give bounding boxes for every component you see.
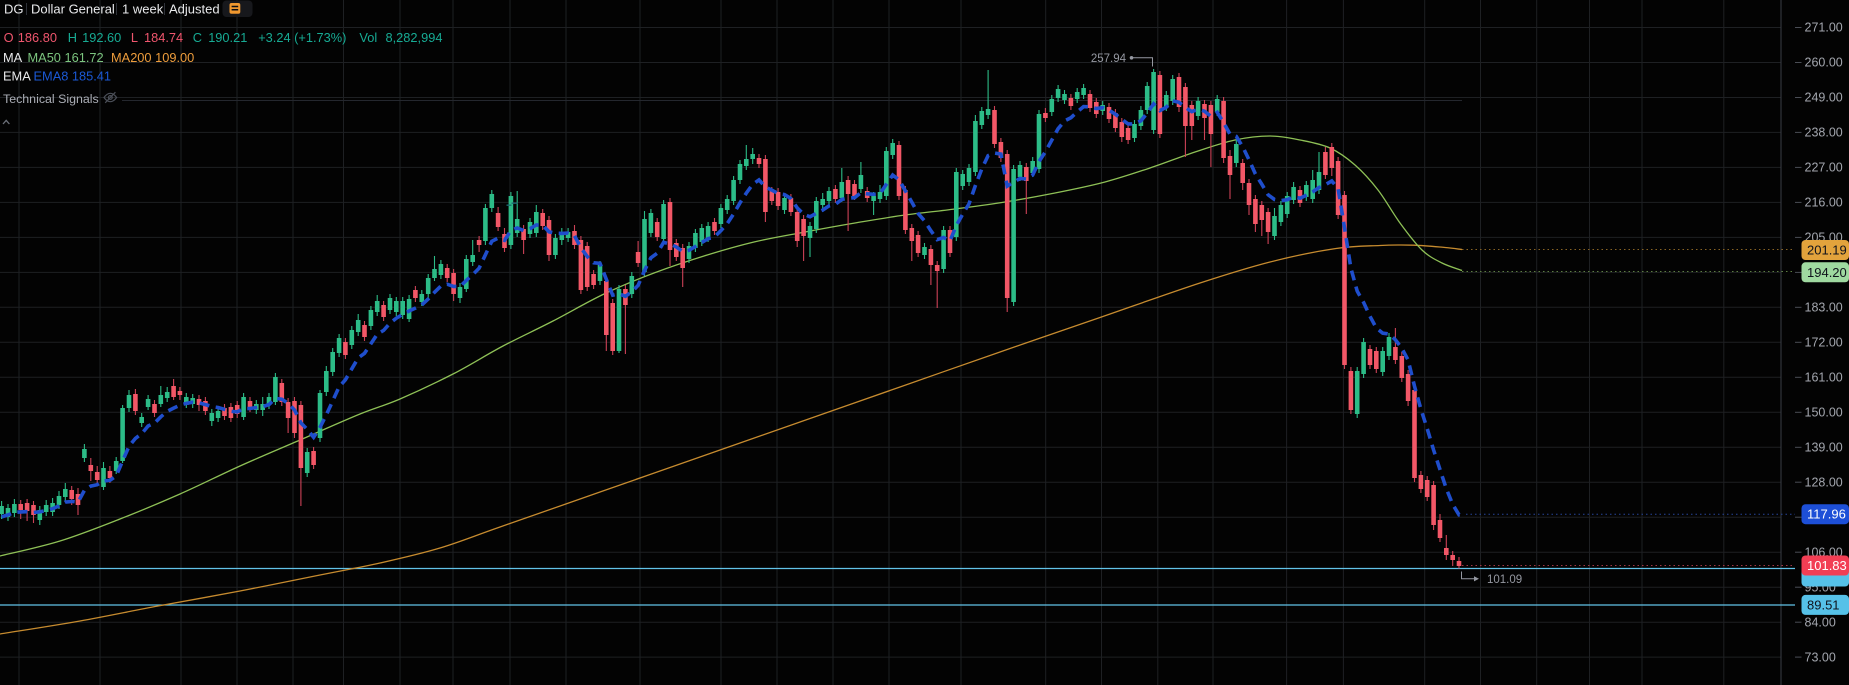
svg-text:MA200 109.00: MA200 109.00 [111,50,194,65]
svg-text:192.60: 192.60 [82,30,121,45]
svg-text:MA: MA [3,50,23,65]
svg-text:201.19: 201.19 [1807,243,1847,258]
svg-text:216.00: 216.00 [1805,196,1843,210]
svg-text:257.94: 257.94 [1091,53,1127,65]
svg-text:Vol: Vol [359,30,377,45]
svg-text:8,282,994: 8,282,994 [386,30,443,45]
svg-text:186.80: 186.80 [18,30,57,45]
svg-text:O: O [4,30,14,45]
svg-text:84.00: 84.00 [1805,615,1836,629]
svg-text:DG: DG [4,2,24,17]
svg-text:271.00: 271.00 [1805,21,1843,35]
svg-text:150.00: 150.00 [1805,406,1843,420]
svg-text:L: L [131,30,138,45]
svg-text:EMA: EMA [3,69,31,84]
svg-text:Dollar General: Dollar General [31,2,115,17]
svg-text:161.00: 161.00 [1805,371,1843,385]
svg-text:238.00: 238.00 [1805,126,1843,140]
svg-text:Adjusted: Adjusted [169,2,220,17]
svg-text:73.00: 73.00 [1805,650,1836,664]
svg-text:MA50 161.72: MA50 161.72 [28,50,104,65]
svg-text:C: C [193,30,202,45]
svg-text:89.51: 89.51 [1807,597,1840,612]
svg-text:+3.24 (+1.73%): +3.24 (+1.73%) [258,30,346,45]
svg-text:227.00: 227.00 [1805,161,1843,175]
svg-text:194.20: 194.20 [1807,265,1847,280]
svg-text:128.00: 128.00 [1805,475,1843,489]
svg-text:190.21: 190.21 [208,30,247,45]
svg-text:249.00: 249.00 [1805,91,1843,105]
svg-text:117.96: 117.96 [1807,507,1846,522]
svg-text:1 week: 1 week [122,2,164,17]
svg-text:H: H [68,30,77,45]
svg-text:101.09: 101.09 [1487,574,1522,586]
svg-text:EMA8 185.41: EMA8 185.41 [34,69,112,84]
svg-text:139.00: 139.00 [1805,441,1843,455]
svg-text:101.83: 101.83 [1807,558,1847,573]
svg-text:172.00: 172.00 [1805,336,1843,350]
svg-text:Technical Signals: Technical Signals [3,92,99,106]
svg-text:260.00: 260.00 [1805,56,1843,70]
svg-text:184.74: 184.74 [144,30,183,45]
svg-text:183.00: 183.00 [1805,301,1843,315]
